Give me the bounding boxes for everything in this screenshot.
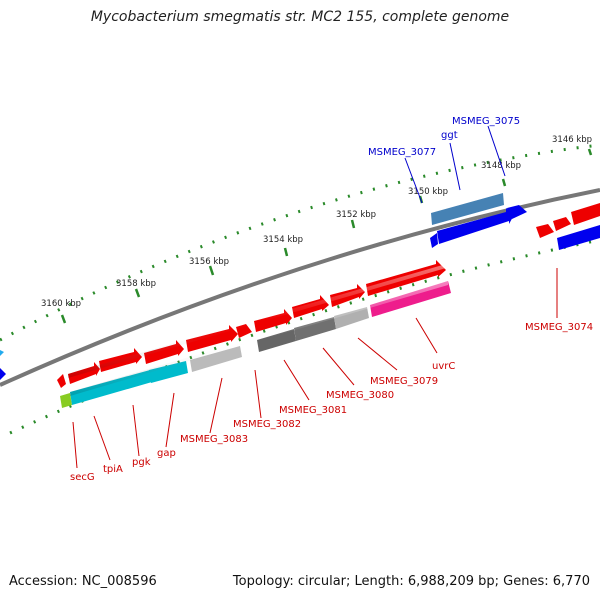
gene-label-msmeg-3081: MSMEG_3081 (279, 405, 347, 416)
scale-label-3150: 3150 kbp (408, 187, 448, 197)
cds-3077-small (430, 233, 438, 248)
scale-label-3160: 3160 kbp (41, 299, 81, 309)
gene-label-msmeg-3079: MSMEG_3079 (370, 376, 438, 387)
gene-label-msmeg-3075: MSMEG_3075 (452, 116, 520, 127)
scale-labels: 3146 kbp 3148 kbp 3150 kbp 3152 kbp 3154… (41, 135, 592, 309)
scale-label-3148: 3148 kbp (481, 161, 521, 171)
scale-major-ticks (60, 148, 593, 324)
gene-label-ggt: ggt (441, 130, 458, 141)
cds-3074-fwd-c (571, 203, 600, 225)
lower-shine-overlay (70, 281, 448, 396)
edge-feature-left (0, 350, 4, 356)
gene-label-msmeg-3077: MSMEG_3077 (368, 147, 436, 158)
gene-labels-bottom: MSMEG_3074 uvrC MSMEG_3079 MSMEG_3080 MS… (70, 322, 593, 483)
genome-summary-text: Topology: circular; Length: 6,988,209 bp… (232, 574, 590, 589)
cds-3074-blue (557, 225, 600, 250)
cds-3081-darkgray (294, 317, 336, 341)
leader-lines-top (404, 125, 506, 204)
cds-pgk-cyan (149, 361, 188, 383)
cds-shine-overlay (68, 264, 446, 378)
outer-scale-ring (0, 143, 600, 342)
forward-cds-row (57, 203, 600, 388)
lower-strand-features (60, 281, 451, 408)
leader-lines-bottom (72, 268, 558, 469)
gene-label-pgk: pgk (132, 457, 151, 468)
scale-label-3146: 3146 kbp (552, 135, 592, 145)
scale-label-3156: 3156 kbp (189, 257, 229, 267)
cds-3083-gray (190, 346, 242, 372)
cds-ggt-blue (437, 208, 514, 244)
gene-label-tpia: tpiA (103, 464, 123, 475)
cds-3074-fwd-a (536, 224, 554, 238)
gene-label-msmeg-3074: MSMEG_3074 (525, 322, 593, 333)
cds-3074-fwd-b (553, 217, 571, 231)
map-title: Mycobacterium smegmatis str. MC2 155, co… (90, 9, 510, 25)
cds-3080-gray (334, 307, 369, 329)
cds-secg-fwd (57, 374, 66, 388)
scale-label-3154: 3154 kbp (263, 235, 303, 245)
gene-label-msmeg-3083: MSMEG_3083 (180, 434, 248, 445)
reverse-cds-top (430, 193, 600, 250)
accession-text: Accession: NC_008596 (9, 574, 157, 589)
cds-tpia-cyan (70, 370, 152, 405)
cds-3075-blue (507, 205, 527, 219)
cds-3077-steelblue (431, 193, 504, 225)
scale-label-3158: 3158 kbp (116, 279, 156, 289)
gene-label-msmeg-3082: MSMEG_3082 (233, 419, 301, 430)
scale-label-3152: 3152 kbp (336, 210, 376, 220)
gene-label-msmeg-3080: MSMEG_3080 (326, 390, 394, 401)
cds-secg-green (60, 393, 72, 408)
gene-labels-top: MSMEG_3075 ggt MSMEG_3077 (368, 116, 520, 158)
edge-feature-left-blue (0, 368, 6, 380)
gene-label-uvrc: uvrC (432, 361, 455, 372)
cds-3082-darkgray (257, 329, 296, 352)
gene-label-secg: secG (70, 472, 95, 483)
gene-label-gap: gap (157, 448, 176, 459)
